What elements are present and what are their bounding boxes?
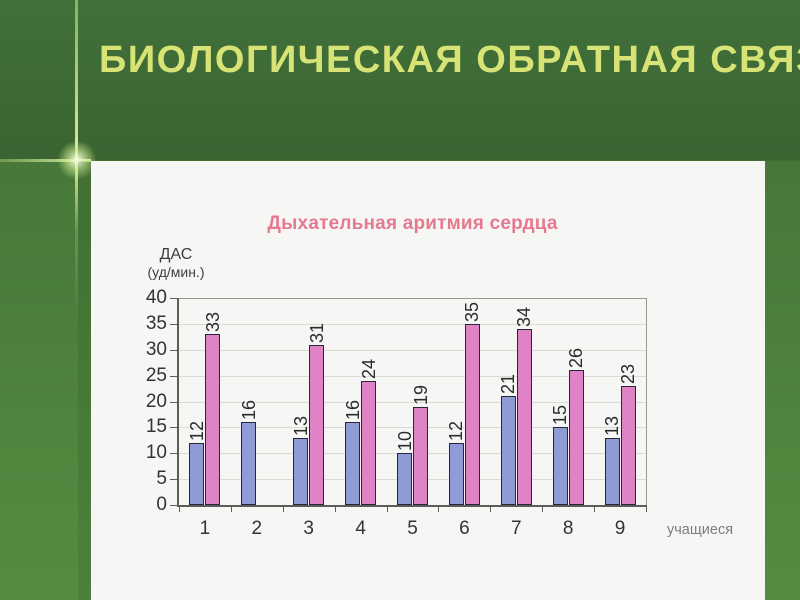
x-tick-4 [386,507,388,512]
x-axis-label-2: 2 [251,518,263,539]
plot-border-top [179,298,647,299]
x-axis-title: учащиеся [667,522,734,538]
chart-title: Дыхательная аритмия сердца [267,213,558,234]
bar-value-series-blue-cat6: 12 [446,420,467,441]
bar-value-series-pink-cat7: 34 [514,307,535,328]
y-tick-0 [170,505,177,506]
bar-series-blue-cat8 [552,427,568,505]
x-axis-label-7: 7 [510,518,522,539]
bar-series-blue-cat3 [293,437,309,505]
y-axis-label-20: 20 [145,390,167,412]
y-axis-title: ДАС (уд/мин.) [129,246,223,280]
y-axis-label-10: 10 [145,442,167,464]
x-axis-line [177,505,647,507]
y-axis-label-30: 30 [145,338,167,360]
y-axis-label-0: 0 [156,494,167,515]
gridline-15 [179,427,646,429]
bar-series-blue-cat2 [241,422,257,505]
bar-value-series-pink-cat6: 35 [462,301,483,322]
plot-border-right [646,298,647,505]
x-tick-3 [334,507,336,512]
bar-series-blue-cat9 [604,437,620,505]
bar-series-pink-cat9 [620,385,636,505]
x-tick-0 [179,507,180,512]
y-axis-title-line1: ДАС [159,246,193,263]
y-axis-label-25: 25 [145,364,167,386]
chart-area: Дыхательная аритмия сердца ДАС (уд/мин.)… [91,161,765,600]
gridline-35 [179,323,646,325]
gridline-20 [179,401,646,403]
bar-value-series-pink-cat4: 24 [358,358,379,379]
bar-series-pink-cat7 [516,329,532,505]
y-axis-label-5: 5 [156,468,167,490]
gridline-5 [179,479,646,481]
bar-value-series-blue-cat1: 12 [186,420,207,441]
y-tick-40 [170,298,177,299]
y-tick-15 [170,427,177,429]
y-tick-5 [170,479,177,481]
bar-value-series-pink-cat9: 23 [618,363,639,384]
bar-value-series-pink-cat3: 31 [306,322,327,343]
accent-horizontal-line [0,159,91,162]
gridline-25 [179,375,646,377]
bar-series-blue-cat4 [345,422,361,505]
x-axis-label-9: 9 [614,518,626,539]
bar-value-series-pink-cat5: 19 [410,384,431,405]
bar-series-pink-cat5 [413,406,428,505]
x-axis-label-6: 6 [459,518,470,539]
x-axis-label-8: 8 [562,518,574,539]
bar-series-pink-cat3 [309,344,325,505]
bar-series-blue-cat1 [189,442,205,505]
bar-value-series-blue-cat3: 13 [290,415,311,436]
bar-value-series-pink-cat1: 33 [202,312,223,333]
x-axis-label-1: 1 [199,518,211,539]
x-tick-2 [282,507,284,512]
bar-series-pink-cat8 [568,370,584,505]
bar-value-series-blue-cat9: 13 [602,415,623,436]
bar-value-series-blue-cat2: 16 [238,400,259,421]
y-axis-line [177,298,179,507]
bar-value-series-blue-cat8: 15 [550,405,571,426]
x-tick-8 [594,507,596,512]
bar-value-series-pink-cat8: 26 [566,348,587,369]
bar-value-series-blue-cat5: 10 [394,431,415,452]
y-tick-25 [170,375,177,377]
x-tick-7 [542,507,544,512]
bar-series-pink-cat1 [205,334,221,505]
bar-series-pink-cat6 [464,323,480,505]
y-axis-title-line2: (уд/мин.) [147,264,205,280]
gridline-30 [179,349,646,351]
bar-value-series-blue-cat7: 21 [498,374,519,395]
y-tick-35 [170,323,177,325]
bar-series-blue-cat5 [397,453,412,505]
bar-series-blue-cat6 [448,442,464,505]
x-axis-label-5: 5 [407,518,418,539]
y-axis-label-40: 40 [145,287,167,308]
x-tick-1 [230,507,232,512]
chart-panel: Дыхательная аритмия сердца ДАС (уд/мин.)… [91,161,765,600]
accent-glow-icon [57,140,97,180]
bar-series-blue-cat7 [500,396,516,505]
gridline-10 [179,453,646,455]
bar-value-series-blue-cat4: 16 [342,400,363,421]
y-axis-label-15: 15 [145,416,167,438]
x-tick-6 [490,507,492,512]
y-tick-20 [170,401,177,403]
slide-title: БИОЛОГИЧЕСКАЯ ОБРАТНАЯ СВЯЗЬ [99,39,800,81]
x-tick-9 [646,507,647,512]
y-tick-10 [170,453,177,455]
x-tick-5 [438,507,440,512]
y-tick-30 [170,349,177,351]
bar-series-pink-cat4 [361,380,377,505]
y-axis-label-35: 35 [145,312,167,334]
x-axis-label-4: 4 [355,518,366,539]
x-axis-label-3: 3 [303,518,314,539]
